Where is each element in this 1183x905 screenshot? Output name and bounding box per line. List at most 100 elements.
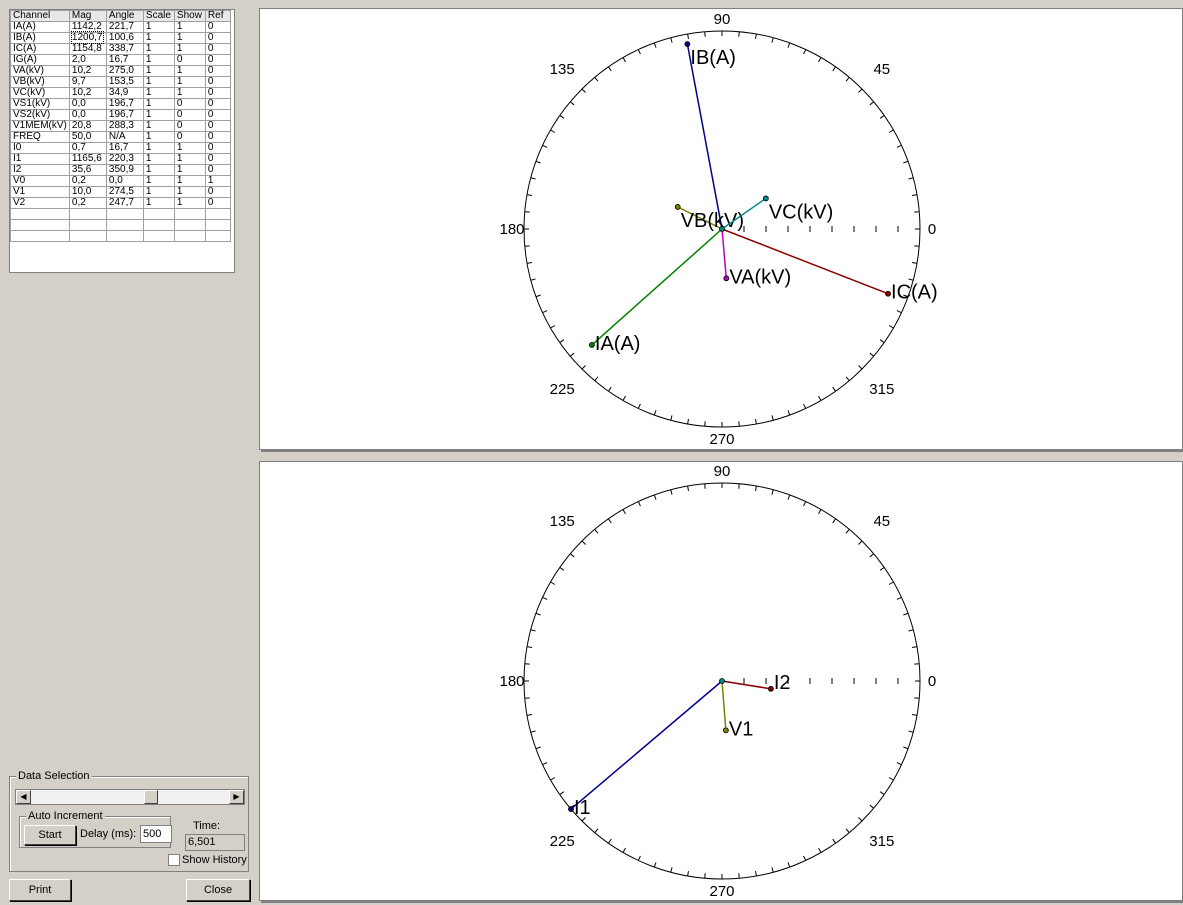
- table-cell[interactable]: 1: [174, 22, 205, 33]
- table-cell[interactable]: 1: [143, 165, 174, 176]
- table-cell[interactable]: I1: [11, 154, 70, 165]
- table-cell[interactable]: 1: [205, 176, 230, 187]
- header-mag[interactable]: Mag: [69, 11, 106, 22]
- table-cell[interactable]: 0: [205, 198, 230, 209]
- table-cell[interactable]: 1: [174, 33, 205, 44]
- table-cell[interactable]: VS1(kV): [11, 99, 70, 110]
- table-cell[interactable]: IB(A): [11, 33, 70, 44]
- table-cell[interactable]: V1: [11, 187, 70, 198]
- table-cell[interactable]: 1: [143, 66, 174, 77]
- table-cell[interactable]: 1165,6: [69, 154, 106, 165]
- table-cell[interactable]: 350,9: [106, 165, 143, 176]
- table-cell[interactable]: 10,2: [69, 88, 106, 99]
- table-cell[interactable]: V1MEM(kV): [11, 121, 70, 132]
- table-cell[interactable]: 221,7: [106, 22, 143, 33]
- scroll-left-icon[interactable]: ◀: [16, 790, 31, 804]
- table-cell[interactable]: 1: [143, 154, 174, 165]
- table-cell[interactable]: 1: [143, 121, 174, 132]
- table-cell[interactable]: 1: [143, 176, 174, 187]
- table-cell[interactable]: 0: [205, 44, 230, 55]
- table-cell[interactable]: 1: [174, 198, 205, 209]
- scroll-thumb[interactable]: [144, 790, 158, 804]
- table-cell[interactable]: 275,0: [106, 66, 143, 77]
- table-cell[interactable]: 274,5: [106, 187, 143, 198]
- table-cell[interactable]: 16,7: [106, 143, 143, 154]
- table-cell[interactable]: 100,6: [106, 33, 143, 44]
- table-cell[interactable]: 220,3: [106, 154, 143, 165]
- table-cell[interactable]: IA(A): [11, 22, 70, 33]
- table-cell[interactable]: 0: [174, 55, 205, 66]
- table-cell[interactable]: 2,0: [69, 55, 106, 66]
- show-history-label[interactable]: Show History: [182, 854, 247, 866]
- table-cell[interactable]: 1: [143, 88, 174, 99]
- table-cell[interactable]: 1: [143, 55, 174, 66]
- header-scale[interactable]: Scale: [143, 11, 174, 22]
- delay-input[interactable]: [140, 825, 172, 843]
- table-cell[interactable]: 0: [174, 110, 205, 121]
- table-cell[interactable]: 50,0: [69, 132, 106, 143]
- table-cell[interactable]: 0,2: [69, 176, 106, 187]
- table-cell[interactable]: 1: [143, 110, 174, 121]
- table-cell[interactable]: 1: [143, 143, 174, 154]
- table-cell[interactable]: VS2(kV): [11, 110, 70, 121]
- scroll-right-icon[interactable]: ▶: [229, 790, 244, 804]
- table-cell[interactable]: 0: [174, 99, 205, 110]
- table-cell[interactable]: 1: [143, 99, 174, 110]
- table-cell[interactable]: 0,0: [69, 99, 106, 110]
- table-cell[interactable]: 35,6: [69, 165, 106, 176]
- table-cell[interactable]: 1: [143, 198, 174, 209]
- table-cell[interactable]: 1: [174, 187, 205, 198]
- table-cell[interactable]: 0: [205, 55, 230, 66]
- data-scrollbar[interactable]: ◀ ▶: [15, 789, 245, 805]
- table-cell[interactable]: 1154,8: [69, 44, 106, 55]
- table-cell[interactable]: 20,8: [69, 121, 106, 132]
- table-cell[interactable]: 0: [174, 121, 205, 132]
- table-cell[interactable]: VC(kV): [11, 88, 70, 99]
- header-show[interactable]: Show: [174, 11, 205, 22]
- table-cell[interactable]: 1: [143, 187, 174, 198]
- start-button[interactable]: Start: [24, 825, 76, 845]
- table-cell[interactable]: 1: [174, 66, 205, 77]
- table-cell[interactable]: 0: [205, 121, 230, 132]
- table-cell[interactable]: 0: [205, 99, 230, 110]
- table-cell[interactable]: 0,7: [69, 143, 106, 154]
- table-cell[interactable]: I0: [11, 143, 70, 154]
- table-cell[interactable]: IG(A): [11, 55, 70, 66]
- table-cell[interactable]: VA(kV): [11, 66, 70, 77]
- table-cell[interactable]: 10,2: [69, 66, 106, 77]
- table-cell[interactable]: V0: [11, 176, 70, 187]
- table-cell[interactable]: 1: [143, 22, 174, 33]
- table-cell[interactable]: 9,7: [69, 77, 106, 88]
- table-cell[interactable]: VB(kV): [11, 77, 70, 88]
- table-cell[interactable]: 10,0: [69, 187, 106, 198]
- table-cell[interactable]: 1: [143, 77, 174, 88]
- print-button[interactable]: Print: [9, 879, 71, 901]
- table-cell[interactable]: 196,7: [106, 110, 143, 121]
- table-cell[interactable]: 196,7: [106, 99, 143, 110]
- table-cell[interactable]: 0: [205, 165, 230, 176]
- table-cell[interactable]: 0: [174, 132, 205, 143]
- table-cell[interactable]: 1200,7: [69, 33, 106, 44]
- table-cell[interactable]: N/A: [106, 132, 143, 143]
- table-cell[interactable]: 0: [205, 143, 230, 154]
- table-cell[interactable]: 0: [205, 110, 230, 121]
- show-history-checkbox[interactable]: [168, 854, 180, 866]
- table-cell[interactable]: 0: [205, 22, 230, 33]
- table-cell[interactable]: 1: [174, 176, 205, 187]
- table-cell[interactable]: IC(A): [11, 44, 70, 55]
- table-cell[interactable]: 0: [205, 77, 230, 88]
- table-cell[interactable]: 0: [205, 132, 230, 143]
